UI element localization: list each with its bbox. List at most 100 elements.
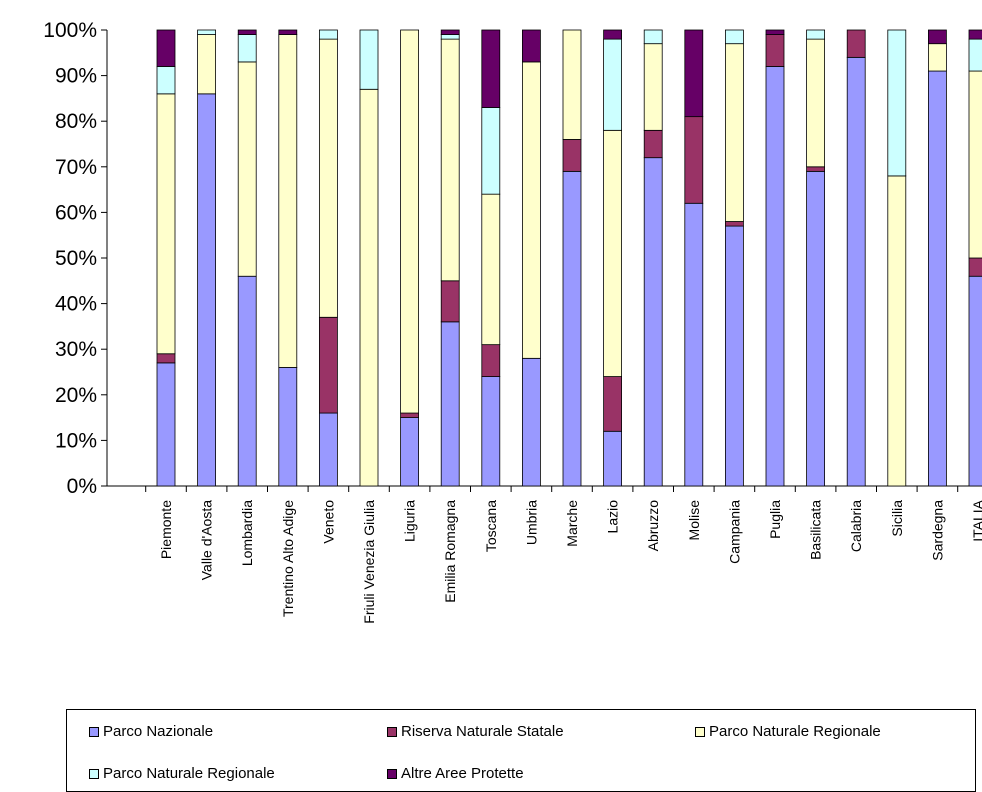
bar-segment	[156, 29, 176, 67]
bar-segment	[603, 29, 622, 40]
bar-segment	[562, 29, 582, 140]
legend-swatch	[387, 726, 397, 737]
y-tick-label: 70%	[55, 156, 97, 179]
bar-segment	[603, 430, 622, 487]
x-category-label: Piemonte	[158, 500, 174, 559]
bar-segment	[806, 38, 825, 168]
bar-segment	[237, 34, 257, 63]
legend-swatch	[89, 726, 99, 737]
bar-segment	[318, 38, 338, 318]
chart-legend: Parco Nazionale Riserva Naturale Statale P…	[66, 709, 976, 792]
bar-segment	[725, 225, 744, 487]
stacked-bar-chart: 0% 10% 20% 30% 40% 50% 60% 70% 80% 90% 100% Piemont…	[43, 19, 982, 624]
bar-segment	[765, 29, 785, 35]
legend-label: Altre Aree Protette	[401, 765, 524, 782]
bar-segment	[440, 280, 460, 323]
x-category-label: Campania	[726, 500, 742, 564]
bar-segment	[318, 316, 338, 414]
legend-swatch	[387, 768, 397, 779]
x-category-label: Calabria	[848, 500, 864, 552]
bar-segment	[725, 43, 744, 222]
bar-segment	[643, 129, 663, 159]
y-tick-label: 50%	[55, 247, 97, 270]
x-category-label: Marche	[564, 500, 580, 547]
bar-segment	[562, 170, 582, 487]
bar-segment	[968, 38, 982, 72]
x-category-label: Abruzzo	[645, 500, 661, 552]
x-category-label: Emilia Romagna	[442, 500, 458, 603]
bar-segment	[765, 66, 785, 487]
bar-segment	[156, 93, 176, 355]
y-tick-label: 20%	[55, 384, 97, 407]
x-category-label: Toscana	[483, 500, 499, 552]
bar-segment	[522, 29, 541, 63]
bar-segment	[725, 29, 744, 45]
bar-segment	[928, 43, 947, 72]
bar-segment	[968, 257, 982, 277]
x-category-label: Trentino Alto Adige	[280, 500, 296, 617]
x-category-label: ITALIA	[970, 499, 982, 541]
legend-swatch	[695, 726, 705, 737]
bar-segment	[522, 357, 541, 487]
bar-segment	[197, 34, 217, 95]
y-tick-label: 30%	[55, 338, 97, 361]
bar-segment	[318, 412, 338, 487]
bar-segment	[481, 344, 501, 377]
y-tick-label: 60%	[55, 201, 97, 224]
legend-label: Parco Naturale Regionale	[103, 765, 275, 782]
bar-segment	[400, 412, 420, 419]
legend-label: Riserva Naturale Statale	[401, 723, 564, 740]
bar-segment	[603, 376, 622, 432]
x-category-label: Veneto	[320, 500, 336, 544]
bar-segment	[887, 29, 907, 177]
bar-segment	[522, 61, 541, 359]
bar-segment	[643, 157, 663, 487]
bar-segment	[440, 321, 460, 487]
bar-segment	[156, 362, 176, 487]
bar-segment	[968, 70, 982, 259]
bar-segment	[684, 29, 704, 118]
bar-segment	[684, 202, 704, 487]
bar-segment	[968, 29, 982, 40]
bar-segment	[440, 29, 460, 35]
bar-segment	[237, 61, 257, 277]
bar-segment	[359, 29, 379, 90]
bar-segment	[197, 93, 217, 487]
bar-segment	[156, 353, 176, 364]
bar-segment	[928, 29, 947, 45]
bar-segment	[684, 116, 704, 204]
bar-segment	[481, 193, 501, 346]
bar-segment	[806, 170, 825, 487]
bar-segment	[643, 43, 663, 131]
legend-item: Parco Naturale Regionale	[695, 723, 881, 740]
bar-segment	[359, 88, 379, 487]
bar-segment	[278, 34, 298, 368]
x-category-label: Lombardia	[239, 500, 255, 566]
bar-segment	[481, 107, 501, 195]
bar-segment	[481, 29, 501, 108]
bar-segment	[846, 29, 866, 58]
x-category-label: Lazio	[605, 500, 621, 534]
x-category-label: Puglia	[767, 500, 783, 539]
y-tick-label: 0%	[67, 475, 97, 498]
x-category-label: Sicilia	[889, 500, 905, 537]
bar-segment	[806, 29, 825, 40]
x-category-label: Basilicata	[808, 500, 824, 560]
bar-segment	[481, 376, 501, 487]
bar-segment	[968, 275, 982, 487]
x-category-label: Molise	[686, 500, 702, 541]
bar-segment	[278, 29, 298, 35]
bar-segment	[237, 275, 257, 487]
y-tick-label: 80%	[55, 110, 97, 133]
legend-item: Parco Nazionale	[89, 723, 213, 740]
bar-segment	[197, 29, 217, 35]
x-category-label: Valle d'Aosta	[199, 500, 215, 580]
bar-segment	[846, 56, 866, 487]
y-tick-label: 90%	[55, 65, 97, 88]
bar-segment	[603, 38, 622, 131]
bar-segment	[928, 70, 947, 487]
bar-segment	[440, 38, 460, 282]
bar-segment	[806, 166, 825, 172]
y-tick-label: 40%	[55, 293, 97, 316]
